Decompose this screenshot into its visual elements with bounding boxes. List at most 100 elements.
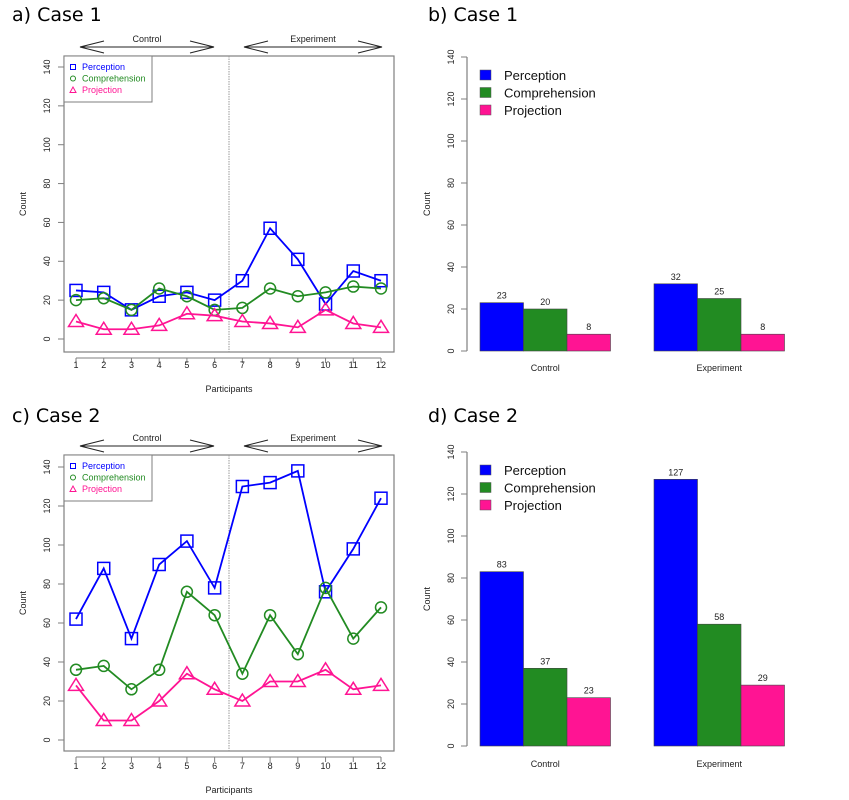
panel-a-title: a) Case 1: [12, 4, 102, 26]
data-point-projection: [122, 712, 141, 727]
bar-perception: [479, 571, 524, 747]
experiment-group-arrow-left-head: [243, 439, 269, 453]
data-point-comprehension: [125, 303, 138, 317]
data-point-perception: [291, 464, 305, 478]
y-tick-label: 120: [42, 498, 52, 513]
data-point-perception: [96, 561, 111, 576]
data-point-comprehension: [152, 282, 166, 295]
data-point-comprehension: [69, 663, 83, 677]
data-point-perception: [235, 273, 250, 288]
control-group-label: Control: [132, 34, 161, 44]
y-tick-label: 60: [42, 618, 52, 628]
data-point-projection: [94, 320, 113, 336]
y-tick-label: 120: [446, 91, 456, 106]
legend-swatch-perception: [479, 69, 492, 81]
panel-d-title: d) Case 2: [428, 405, 519, 427]
y-tick-label: 80: [446, 178, 456, 188]
data-point-perception: [374, 273, 388, 288]
y-tick-label: 80: [446, 573, 456, 583]
data-point-perception: [69, 283, 83, 298]
y-tick-label: 20: [446, 304, 456, 314]
x-axis-label: Participants: [205, 785, 253, 795]
data-point-projection: [150, 692, 169, 707]
data-point-projection: [372, 318, 390, 334]
legend-swatch-projection: [479, 499, 492, 511]
legend-triangle-icon: [69, 85, 77, 93]
bar-value-label: 127: [668, 467, 683, 477]
y-axis-label: Count: [18, 591, 28, 616]
data-point-comprehension: [97, 291, 110, 305]
experiment-group-label: Experiment: [290, 34, 336, 44]
panel-c-title: c) Case 2: [12, 405, 101, 427]
x-tick-label: 8: [268, 761, 273, 771]
x-tick-label: 7: [240, 360, 245, 370]
y-tick-label: 100: [446, 133, 456, 148]
data-point-projection: [316, 661, 335, 676]
series-perception: [69, 464, 388, 646]
x-tick-label: 9: [295, 360, 300, 370]
legend-label: Projection: [504, 103, 562, 118]
bar-value-label: 23: [584, 686, 594, 696]
bar-value-label: 25: [714, 287, 724, 297]
legend-label: Comprehension: [82, 473, 146, 483]
category-label: Experiment: [696, 363, 742, 373]
data-point-comprehension: [263, 282, 277, 295]
y-tick-label: 0: [42, 737, 52, 742]
legend-label: Projection: [82, 484, 122, 494]
y-axis-label: Count: [422, 192, 432, 217]
y-tick-label: 20: [42, 295, 52, 305]
y-axis-label: Count: [18, 192, 28, 217]
data-point-perception: [152, 557, 166, 572]
bar-comprehension: [523, 667, 568, 747]
data-point-comprehension: [152, 663, 166, 677]
control-group-arrow-left-head: [79, 439, 105, 453]
data-point-perception: [180, 285, 194, 300]
data-point-projection: [67, 676, 85, 692]
y-tick-label: 60: [42, 217, 52, 227]
data-point-perception: [152, 289, 166, 304]
control-group-arrow-right-head: [189, 40, 215, 54]
legend-label: Projection: [82, 85, 122, 95]
bar-projection: [740, 684, 785, 747]
y-tick-label: 100: [42, 137, 52, 152]
data-point-projection: [150, 316, 169, 332]
x-tick-label: 3: [129, 761, 134, 771]
data-point-comprehension: [347, 280, 360, 293]
data-point-perception: [291, 252, 305, 267]
y-tick-label: 40: [42, 256, 52, 266]
data-point-projection: [344, 680, 363, 696]
x-tick-label: 1: [73, 761, 78, 771]
experiment-group-arrow-right-head: [357, 40, 383, 54]
y-tick-label: 0: [446, 743, 456, 748]
y-axis-label: Count: [422, 587, 432, 612]
data-point-projection: [178, 665, 196, 680]
y-tick-label: 60: [446, 615, 456, 625]
control-group-label: Control: [132, 433, 161, 443]
bar-value-label: 58: [714, 612, 724, 622]
data-point-projection: [205, 680, 224, 696]
data-point-comprehension: [125, 683, 138, 696]
bar-value-label: 29: [758, 673, 768, 683]
bar-value-label: 32: [671, 272, 681, 282]
y-tick-label: 20: [42, 696, 52, 706]
data-point-projection: [205, 307, 224, 322]
legend-label: Perception: [82, 62, 125, 72]
data-point-comprehension: [236, 667, 249, 680]
data-point-perception: [263, 475, 277, 490]
data-point-perception: [235, 479, 250, 494]
data-point-perception: [69, 612, 83, 626]
legend-box: [63, 454, 153, 502]
panel-b-title: b) Case 1: [428, 4, 519, 26]
data-point-projection: [233, 313, 252, 328]
data-point-perception: [318, 585, 333, 599]
legend-box: [63, 55, 153, 103]
legend-swatch-comprehension: [479, 482, 492, 493]
data-point-projection: [288, 673, 307, 688]
data-point-projection: [288, 318, 307, 334]
y-tick-label: 120: [42, 98, 52, 113]
category-label: Control: [531, 363, 560, 373]
data-point-perception: [374, 491, 388, 505]
bar-value-label: 8: [586, 322, 591, 332]
data-point-comprehension: [374, 282, 388, 295]
